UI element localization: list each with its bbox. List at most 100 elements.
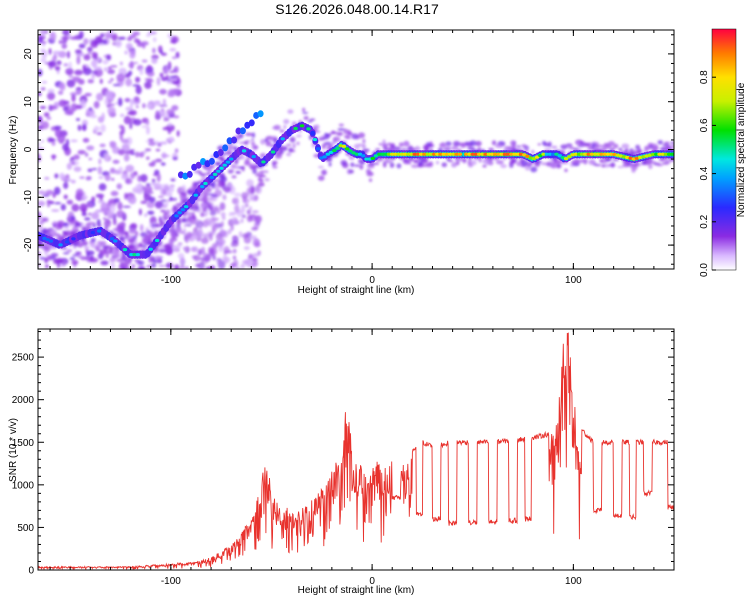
y-tick-label: 2500 [12,353,35,364]
noise-blob [302,107,306,112]
ridge-core [328,150,334,154]
noise-blob [287,109,294,114]
ridge-core [90,230,95,235]
noise-blob [58,83,65,89]
noise-blob [106,54,112,61]
ridge-core [609,152,614,156]
ridge-core [438,152,443,156]
noise-blob [154,200,164,209]
noise-blob [585,143,591,147]
ridge-core [654,152,659,156]
noise-blob [71,162,76,165]
noise-blob [317,166,325,169]
noise-blob [121,138,129,144]
noise-blob [44,176,50,180]
noise-blob [251,210,259,214]
noise-blob [248,206,253,211]
ridge-core [357,152,363,156]
noise-blob [175,51,180,59]
noise-blob [289,136,296,143]
noise-blob [230,225,234,231]
noise-blob [257,181,265,187]
noise-blob [126,271,134,275]
noise-blob [99,143,106,148]
noise-blob [66,162,73,170]
noise-blob [220,211,226,218]
branch-blob [222,144,229,152]
noise-blob [562,144,566,149]
noise-blob [52,154,56,161]
noise-blob [46,254,52,261]
ridge-core [476,152,482,156]
noise-blob [54,66,61,71]
noise-blob [550,162,557,169]
noise-blob [169,184,175,187]
colorbar-tick-label: 0.2 [699,214,710,228]
noise-blob [451,162,457,168]
noise-blob [265,140,272,147]
noise-blob [81,197,86,201]
noise-blob [161,204,168,209]
noise-blob [607,141,615,147]
noise-blob [61,40,68,44]
noise-blob [75,188,84,198]
noise-blob [495,144,504,149]
noise-blob [631,168,636,173]
noise-blob [361,143,366,149]
spectrogram-marks [38,30,674,275]
noise-blob [174,148,179,153]
noise-blob [447,159,454,163]
noise-blob [196,198,203,201]
noise-blob [378,142,383,146]
noise-blob [417,163,424,168]
noise-blob [41,30,46,37]
noise-blob [289,149,296,153]
noise-blob [38,36,43,44]
noise-blob [211,194,218,198]
noise-blob [104,226,108,230]
noise-blob [127,244,135,250]
noise-blob [73,154,80,160]
noise-blob [125,78,132,87]
ridge-core [386,152,392,156]
noise-blob [74,69,83,76]
noise-blob [70,219,78,225]
noise-blob [251,226,258,231]
noise-blob [179,265,186,269]
noise-blob [51,209,60,212]
noise-blob [497,162,504,165]
ridge-core [431,152,437,156]
noise-blob [135,76,141,83]
noise-blob [152,259,158,264]
ridge-core [229,157,234,161]
noise-blob [160,52,167,56]
noise-blob [187,217,194,223]
ridge-core [354,152,360,156]
ridge-core [58,243,63,247]
ridge-core [563,156,569,161]
colorbar-tick-label: 0.6 [699,118,710,132]
noise-blob [160,162,166,166]
ridge-core [48,239,54,243]
noise-blob [588,159,596,166]
ridge-core [299,124,305,128]
noise-blob [125,106,134,112]
noise-blob [303,116,309,121]
noise-blob [222,194,227,201]
noise-blob [144,213,148,217]
noise-blob [591,142,597,149]
noise-blob [165,201,169,207]
noise-blob [206,171,211,176]
ridge-core [473,152,479,156]
noise-blob [285,143,292,147]
noise-blob [40,87,46,91]
noise-blob [283,118,290,125]
ridge-core [605,152,611,156]
x-tick-label: 0 [369,576,375,587]
noise-blob [148,141,156,146]
noise-blob [117,149,125,156]
ridge-core [129,253,134,257]
noise-blob [134,96,140,103]
ridge-core [135,253,141,257]
noise-blob [49,229,57,233]
